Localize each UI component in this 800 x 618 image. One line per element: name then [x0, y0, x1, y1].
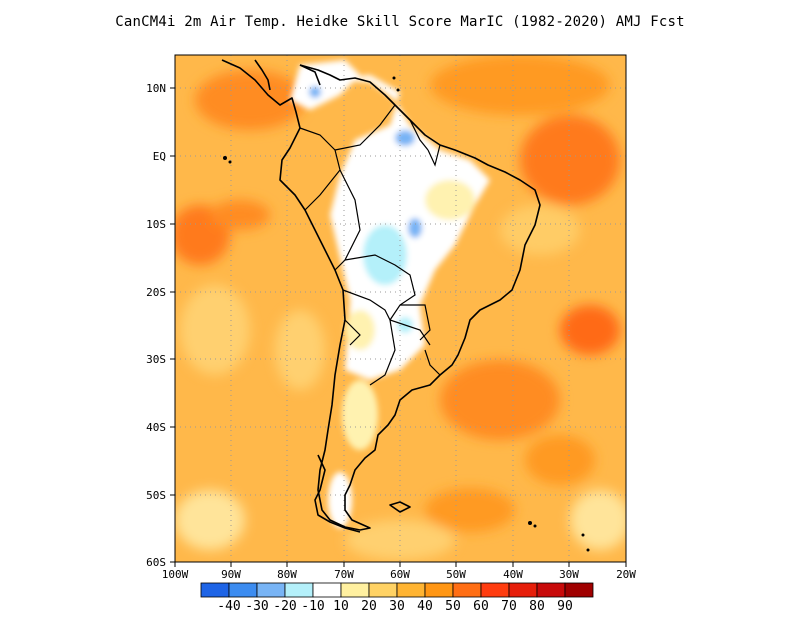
chart-title: CanCM4i 2m Air Temp. Heidke Skill Score …: [115, 14, 685, 30]
colorbar-label: 90: [557, 599, 573, 614]
lat-label: 50S: [146, 489, 166, 502]
colorbar: -40 -30 -20 -10 10 20 30 40 50 60 70 80 90: [200, 582, 594, 614]
coastline: [221, 59, 541, 533]
islands: [223, 76, 590, 552]
colorbar-swatch: [368, 582, 398, 598]
colorbar-label: 50: [445, 599, 461, 614]
colorbar-label: 80: [529, 599, 545, 614]
lat-label: 40S: [146, 421, 166, 434]
colorbar-swatch: [424, 582, 454, 598]
lat-label: 60S: [146, 556, 166, 569]
colorbar-swatch: [396, 582, 426, 598]
lon-labels: 100W 90W 80W 70W 60W 50W 40W 30W 20W: [162, 568, 637, 581]
lon-label: 100W: [162, 568, 189, 581]
colorbar-swatch: [480, 582, 510, 598]
grid-lines: [175, 55, 626, 562]
country-borders: [299, 104, 441, 386]
colorbar-swatch: [508, 582, 538, 598]
lon-ticks: [174, 562, 627, 567]
colorbar-label: -30: [245, 599, 268, 614]
lon-label: 80W: [277, 568, 297, 581]
lat-label: 20S: [146, 286, 166, 299]
colorbar-label: 60: [473, 599, 489, 614]
lon-label: 40W: [503, 568, 523, 581]
colorbar-swatch: [452, 582, 482, 598]
colorbar-swatch: [284, 582, 314, 598]
lon-label: 50W: [446, 568, 466, 581]
colorbar-label: -40: [217, 599, 240, 614]
lon-label: 60W: [390, 568, 410, 581]
lat-label: 10S: [146, 218, 166, 231]
lat-label: 30S: [146, 353, 166, 366]
lat-ticks: [170, 87, 175, 563]
colorbar-swatch: [536, 582, 566, 598]
colorbar-label: 30: [389, 599, 405, 614]
lon-label: 30W: [559, 568, 579, 581]
colorbar-swatch: [228, 582, 258, 598]
skill-score-field: [175, 55, 626, 562]
colorbar-label: 40: [417, 599, 433, 614]
lon-label: 90W: [221, 568, 241, 581]
colorbar-label: -10: [301, 599, 324, 614]
colorbar-label: -20: [273, 599, 296, 614]
lon-label: 70W: [334, 568, 354, 581]
colorbar-swatch: [312, 582, 342, 598]
colorbar-label: 70: [501, 599, 517, 614]
colorbar-swatch: [564, 582, 594, 598]
lat-labels: 10N EQ 10S 20S 30S 40S 50S 60S: [146, 82, 166, 569]
colorbar-label: 20: [361, 599, 377, 614]
colorbar-swatch: [340, 582, 370, 598]
lat-label: EQ: [153, 150, 166, 163]
lon-label: 20W: [616, 568, 636, 581]
colorbar-label: 10: [333, 599, 349, 614]
colorbar-swatch: [256, 582, 286, 598]
lat-label: 10N: [146, 82, 166, 95]
colorbar-swatch: [200, 582, 230, 598]
